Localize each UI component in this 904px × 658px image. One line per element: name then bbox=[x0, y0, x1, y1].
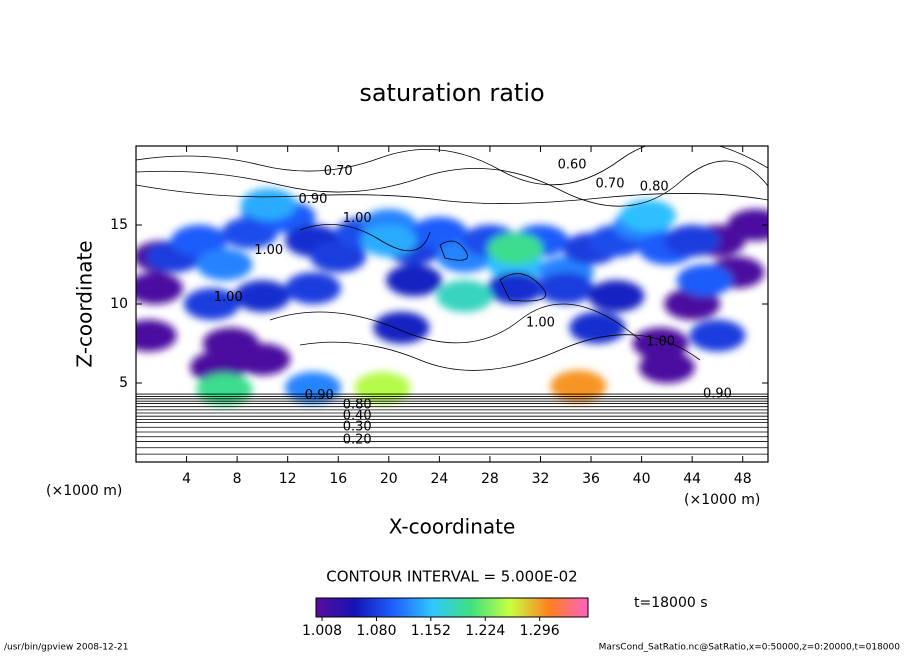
contour-line bbox=[499, 273, 547, 302]
contour-label: 0.40 bbox=[343, 409, 372, 424]
shaded-cell bbox=[234, 343, 291, 376]
x-tick-label: 44 bbox=[683, 471, 701, 487]
contour-label: 1.00 bbox=[343, 211, 372, 226]
contour-label: 0.80 bbox=[640, 180, 669, 195]
footer-right: MarsCond_SatRatio.nc@SatRatio,x=0:50000,… bbox=[599, 643, 901, 653]
colorbar-tick-label: 1.152 bbox=[411, 623, 451, 639]
shaded-cell bbox=[196, 248, 253, 281]
contour-label: 1.00 bbox=[254, 243, 283, 258]
contour-label: 0.70 bbox=[596, 176, 625, 191]
contour-line bbox=[136, 184, 768, 204]
footer-left: /usr/bin/gpview 2008-12-21 bbox=[4, 643, 128, 653]
shaded-cell bbox=[240, 188, 297, 221]
shaded-cell bbox=[588, 280, 645, 313]
shaded-cell bbox=[638, 351, 695, 384]
shaded-cell bbox=[136, 319, 177, 352]
shaded-cell bbox=[619, 199, 676, 232]
contour-label: 0.90 bbox=[298, 192, 327, 207]
x-axis-title: X-coordinate bbox=[389, 515, 516, 539]
chart-title: saturation ratio bbox=[359, 79, 544, 107]
contour-labels: 0.70 0.60 0.70 0.80 0.90 1.00 1.00 1.00 1.00 1.00… bbox=[214, 157, 732, 447]
y-tick-label: 10 bbox=[110, 296, 128, 312]
contour-line bbox=[299, 334, 701, 371]
shaded-cell bbox=[386, 264, 443, 297]
contour-line bbox=[439, 240, 468, 261]
colorbar-tick-label: 1.008 bbox=[302, 623, 342, 639]
x-tick-label: 12 bbox=[279, 471, 297, 487]
contour-line bbox=[299, 224, 431, 252]
x-tick-label: 32 bbox=[532, 471, 550, 487]
x-unit-right: (×1000 m) bbox=[684, 492, 760, 508]
shaded-cell bbox=[284, 371, 341, 404]
shaded-cell bbox=[569, 311, 626, 344]
shaded-cell bbox=[171, 224, 228, 257]
contour-label: 0.30 bbox=[343, 420, 372, 435]
shaded-cell bbox=[632, 327, 689, 360]
colorbar-tick-label: 1.296 bbox=[520, 623, 560, 639]
y-axis-title: Z-coordinate bbox=[73, 240, 97, 367]
shaded-cell bbox=[360, 224, 417, 257]
colorbar-tick-label: 1.080 bbox=[356, 623, 396, 639]
x-tick-label: 48 bbox=[734, 471, 752, 487]
contour-interval: CONTOUR INTERVAL = 5.000E-02 bbox=[326, 568, 577, 586]
shaded-cell bbox=[487, 232, 544, 265]
x-tick-label: 40 bbox=[633, 471, 651, 487]
contour-lines bbox=[136, 146, 768, 371]
shaded-cell bbox=[550, 370, 607, 403]
bottom-contours bbox=[136, 393, 768, 455]
contour-line bbox=[136, 160, 768, 207]
time-label: t=18000 s bbox=[634, 595, 708, 611]
contour-label: 0.90 bbox=[305, 388, 334, 403]
shaded-cell bbox=[284, 272, 341, 305]
shaded-cell bbox=[354, 371, 411, 404]
contour-label: 1.00 bbox=[526, 315, 555, 330]
colorbar-ticks: 1.008 1.080 1.152 1.224 1.296 bbox=[302, 617, 560, 639]
shaded-cell bbox=[196, 373, 253, 406]
contour-label: 0.60 bbox=[558, 157, 587, 172]
contour-line bbox=[136, 146, 768, 186]
contour-label: 1.00 bbox=[646, 334, 675, 349]
shaded-cell bbox=[664, 224, 721, 257]
x-tick-label: 8 bbox=[233, 471, 242, 487]
contour-label: 0.70 bbox=[324, 164, 353, 179]
x-tick-label: 24 bbox=[430, 471, 448, 487]
plot-area: 0.70 0.60 0.70 0.80 0.90 1.00 1.00 1.00 1.00 1.00… bbox=[136, 146, 768, 455]
shaded-cell bbox=[727, 209, 768, 241]
x-tick-label: 36 bbox=[582, 471, 600, 487]
colorbar bbox=[315, 597, 589, 618]
shaded-cell bbox=[183, 288, 240, 320]
y-tick-label: 5 bbox=[119, 375, 128, 391]
x-tick-label: 20 bbox=[380, 471, 398, 487]
shaded-cell bbox=[676, 264, 733, 297]
x-tick-label: 28 bbox=[481, 471, 499, 487]
x-unit-left: (×1000 m) bbox=[46, 483, 122, 499]
shaded-cell bbox=[234, 280, 291, 313]
x-tick-label: 16 bbox=[329, 471, 347, 487]
shaded-cell bbox=[487, 272, 544, 305]
contour-label: 0.80 bbox=[343, 398, 372, 413]
contour-label: 1.00 bbox=[214, 290, 243, 305]
shaded-cell bbox=[689, 319, 746, 352]
contour-label: 0.90 bbox=[703, 387, 732, 402]
shaded-cell bbox=[136, 272, 183, 305]
y-tick-label: 15 bbox=[110, 217, 128, 233]
contour-line bbox=[269, 303, 641, 344]
shaded-cell bbox=[537, 272, 594, 305]
x-tick-label: 4 bbox=[182, 471, 191, 487]
shaded-cell bbox=[436, 280, 493, 313]
shaded-cell bbox=[310, 240, 367, 273]
contour-label: 0.20 bbox=[343, 432, 372, 447]
shaded-cell bbox=[373, 311, 430, 344]
colorbar-tick-label: 1.224 bbox=[465, 623, 505, 639]
shading bbox=[136, 188, 768, 406]
